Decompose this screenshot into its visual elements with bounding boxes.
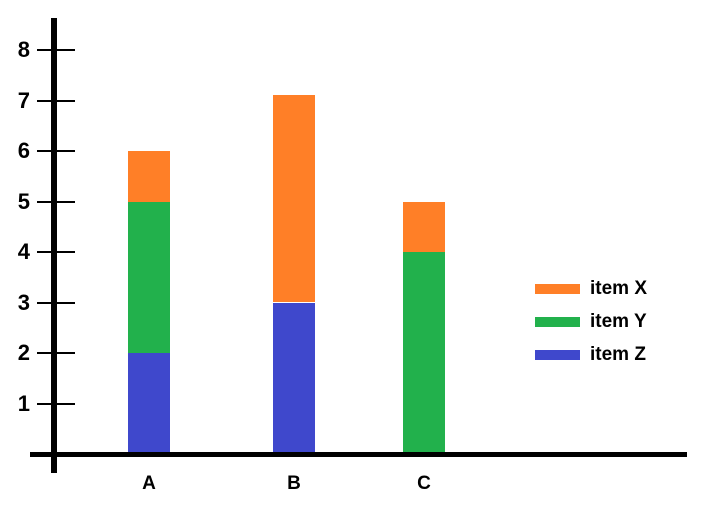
legend-swatch-item-y [535,317,580,327]
bar-c-segment-item-x [403,201,445,252]
y-tick-label-2: 2 [17,340,30,365]
legend-label-item-y: item Y [590,311,647,332]
y-tick-label-8: 8 [17,37,30,62]
y-tick-label-3: 3 [17,289,30,315]
y-tick-label-7: 7 [17,87,30,113]
legend-item-x: item X [535,279,647,299]
legend-swatch-item-z [535,350,580,360]
x-axis-line [30,452,687,457]
legend-label-item-z: item Z [590,344,646,365]
bar-c-segment-item-y [403,252,445,454]
legend-item-z: item Z [535,345,647,365]
bar-b-segment-item-x [273,95,315,303]
y-axis-line [51,18,57,473]
legend: item X item Y item Z [535,279,647,378]
category-label-a: A [142,473,156,494]
bar-a-segment-item-y [128,201,170,353]
bar-a-segment-item-z [128,353,170,454]
legend-label-item-x: item X [590,278,648,299]
y-tick-label-5: 5 [17,188,30,214]
legend-swatch-item-x [535,284,580,294]
bar-b-segment-item-z [273,302,315,454]
y-tick-label-1: 1 [17,390,30,416]
y-tick-label-6: 6 [17,138,30,163]
legend-item-y: item Y [535,312,647,332]
y-tick-label-4: 4 [17,239,30,264]
category-label-c: C [417,473,431,494]
category-label-b: B [287,473,301,494]
bar-a-segment-item-x [128,151,170,202]
